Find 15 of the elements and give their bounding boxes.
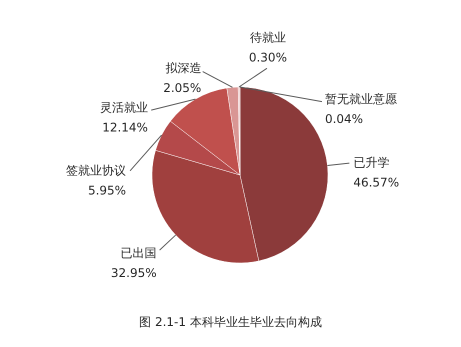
data-label: 2.05%	[163, 80, 202, 95]
slice-label: 待就业	[250, 30, 286, 44]
slice-label: 暂无就业意愿	[324, 92, 397, 106]
data-label: 12.14%	[102, 120, 148, 135]
data-label: 32.95%	[110, 266, 157, 280]
data-label: 0.04%	[324, 112, 364, 126]
data-label: 46.57%	[353, 176, 400, 190]
data-label: 5.95%	[88, 184, 126, 198]
slice-label: 灵活就业	[100, 100, 148, 115]
slice-label: 已升学	[353, 156, 390, 170]
text: 图 2.1-1 本科毕业生毕业去向构成	[139, 315, 322, 329]
data-label: 0.30%	[248, 50, 287, 64]
slice-label: 已出国	[120, 246, 157, 260]
slice-label: 签就业协议	[66, 164, 126, 178]
slice-label: 拟深造	[165, 60, 202, 75]
